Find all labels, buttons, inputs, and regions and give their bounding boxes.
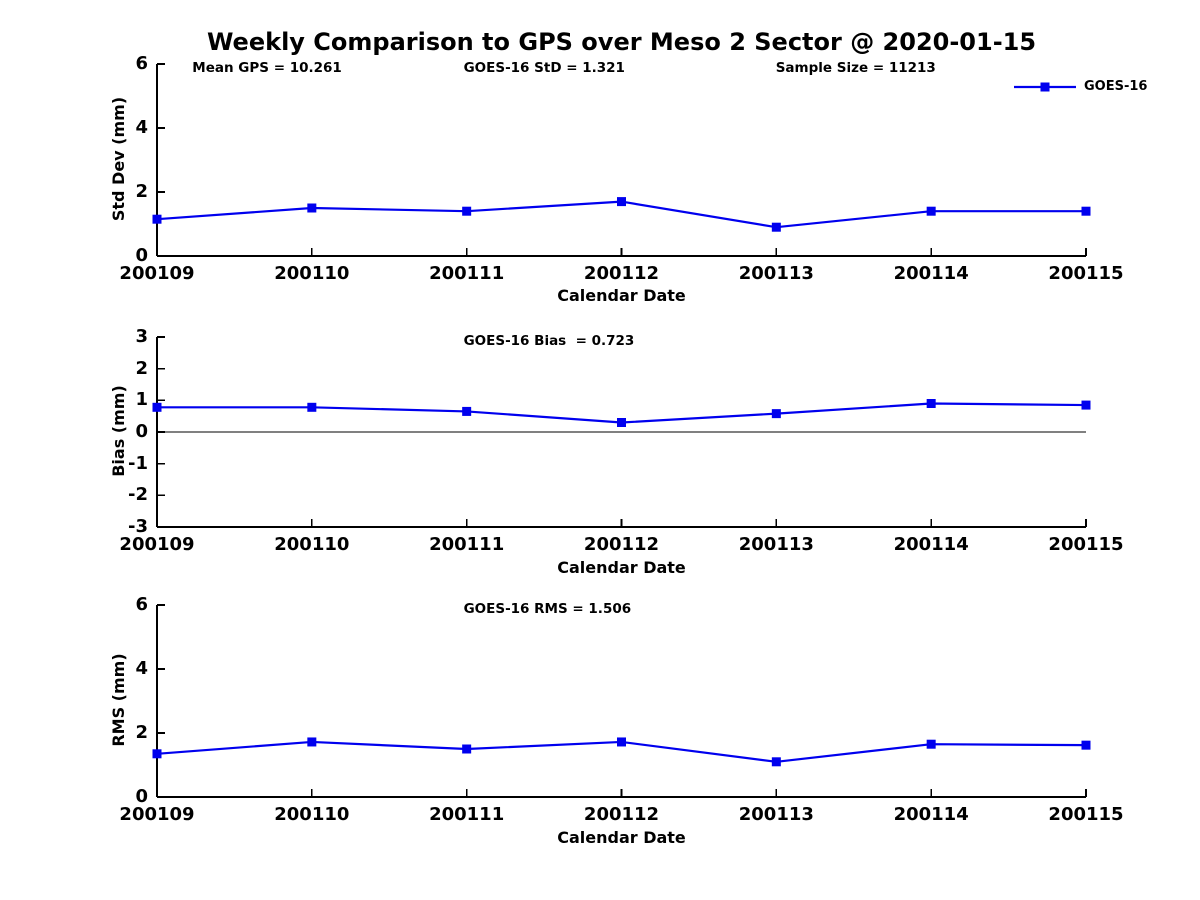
stat-annotation: GOES-16 StD = 1.321	[463, 60, 625, 76]
x-axis-label-rms: Calendar Date	[557, 828, 686, 847]
x-tick-label: 200115	[1048, 804, 1124, 825]
y-tick-label: 4	[135, 117, 148, 138]
y-axis-label-rms: RMS (mm)	[109, 653, 128, 747]
stat-annotation: Sample Size = 11213	[775, 60, 936, 76]
x-tick-label: 200114	[893, 534, 969, 555]
y-tick-label: -2	[128, 484, 148, 506]
legend-label: GOES-16	[1084, 79, 1148, 94]
x-tick-label: 200113	[738, 263, 814, 284]
x-tick-label: 200115	[1048, 534, 1124, 555]
x-tick-label: 200112	[583, 534, 660, 555]
y-tick-label: 3	[135, 326, 148, 347]
y-tick-label: 0	[135, 786, 148, 807]
x-tick-label: 200111	[429, 263, 505, 284]
y-tick-label: -3	[128, 516, 148, 537]
y-tick-label: -1	[128, 452, 148, 474]
y-tick-label: 2	[135, 722, 148, 743]
x-tick-label: 200113	[738, 804, 814, 825]
stat-annotation: GOES-16 RMS = 1.506	[463, 601, 632, 617]
x-tick-label: 200115	[1048, 263, 1124, 284]
x-tick-label: 200110	[274, 263, 350, 284]
y-tick-label: 6	[135, 53, 148, 74]
y-tick-label: 2	[135, 181, 148, 202]
legend-line-marker-icon	[1014, 82, 1076, 92]
y-tick-label: 1	[135, 389, 148, 411]
y-tick-label: 0	[135, 421, 148, 442]
x-tick-label: 200109	[119, 534, 195, 555]
plot-std-dev	[152, 63, 1091, 257]
x-tick-label: 200112	[583, 804, 660, 825]
x-tick-label: 200114	[893, 263, 969, 284]
x-tick-label: 200110	[274, 534, 350, 555]
x-tick-label: 200113	[738, 534, 814, 555]
x-tick-label: 200109	[119, 263, 195, 284]
y-tick-label: 4	[135, 658, 148, 679]
stat-annotation: GOES-16 Bias = 0.723	[463, 333, 635, 349]
x-tick-label: 200112	[583, 263, 660, 284]
figure-title: Weekly Comparison to GPS over Meso 2 Sec…	[206, 28, 1037, 56]
y-tick-label: 6	[135, 594, 148, 615]
x-tick-label: 200109	[119, 804, 195, 825]
y-tick-label: 2	[135, 357, 148, 379]
plot-bias	[152, 336, 1091, 528]
y-axis-label-std-dev: Std Dev (mm)	[109, 96, 128, 222]
legend: GOES-16	[1013, 79, 1147, 95]
x-tick-label: 200111	[429, 534, 505, 555]
stat-annotation: Mean GPS = 10.261	[192, 60, 342, 76]
plot-rms	[152, 604, 1091, 798]
x-tick-label: 200114	[893, 804, 969, 825]
x-axis-label-std-dev: Calendar Date	[557, 286, 686, 305]
x-tick-label: 200111	[429, 804, 505, 825]
y-tick-label: 0	[135, 245, 148, 266]
x-axis-label-bias: Calendar Date	[557, 558, 686, 577]
x-tick-label: 200110	[274, 804, 350, 825]
